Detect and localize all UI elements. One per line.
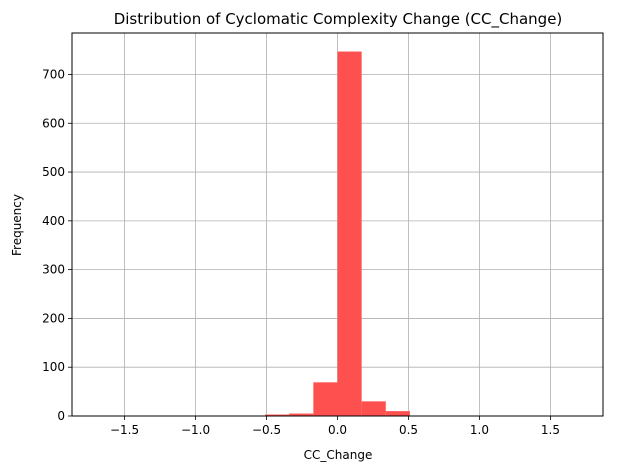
y-tick-label: 600 [42, 116, 65, 130]
x-tick-label: −1.5 [110, 423, 139, 437]
x-tick-label: 1.0 [470, 423, 489, 437]
chart-title: Distribution of Cyclomatic Complexity Ch… [114, 10, 563, 29]
y-tick-label: 300 [42, 263, 65, 277]
histogram-bar [265, 414, 290, 416]
y-tick-label: 700 [42, 67, 65, 81]
histogram-bar [313, 382, 338, 416]
x-tick-label: 0.5 [399, 423, 418, 437]
x-axis-ticks: −1.5 −1.0 −0.5 0.0 0.5 1.0 1.5 [110, 416, 560, 437]
x-tick-label: −0.5 [252, 423, 281, 437]
histogram-bar [385, 411, 410, 416]
y-tick-label: 200 [42, 311, 65, 325]
x-tick-label: −1.0 [181, 423, 210, 437]
x-tick-label: 0.0 [328, 423, 347, 437]
y-tick-label: 400 [42, 214, 65, 228]
y-tick-label: 100 [42, 360, 65, 374]
histogram-bar [361, 401, 386, 416]
x-tick-label: 1.5 [541, 423, 560, 437]
y-tick-label: 500 [42, 165, 65, 179]
histogram-bar [337, 51, 362, 416]
histogram-bars [96, 51, 579, 416]
x-axis-label: CC_Change [304, 448, 373, 462]
histogram-bar [289, 413, 314, 416]
y-axis-label: Frequency [10, 194, 24, 256]
y-axis-ticks: 0 100 200 300 400 500 600 700 [42, 67, 72, 423]
y-tick-label: 0 [57, 409, 65, 423]
